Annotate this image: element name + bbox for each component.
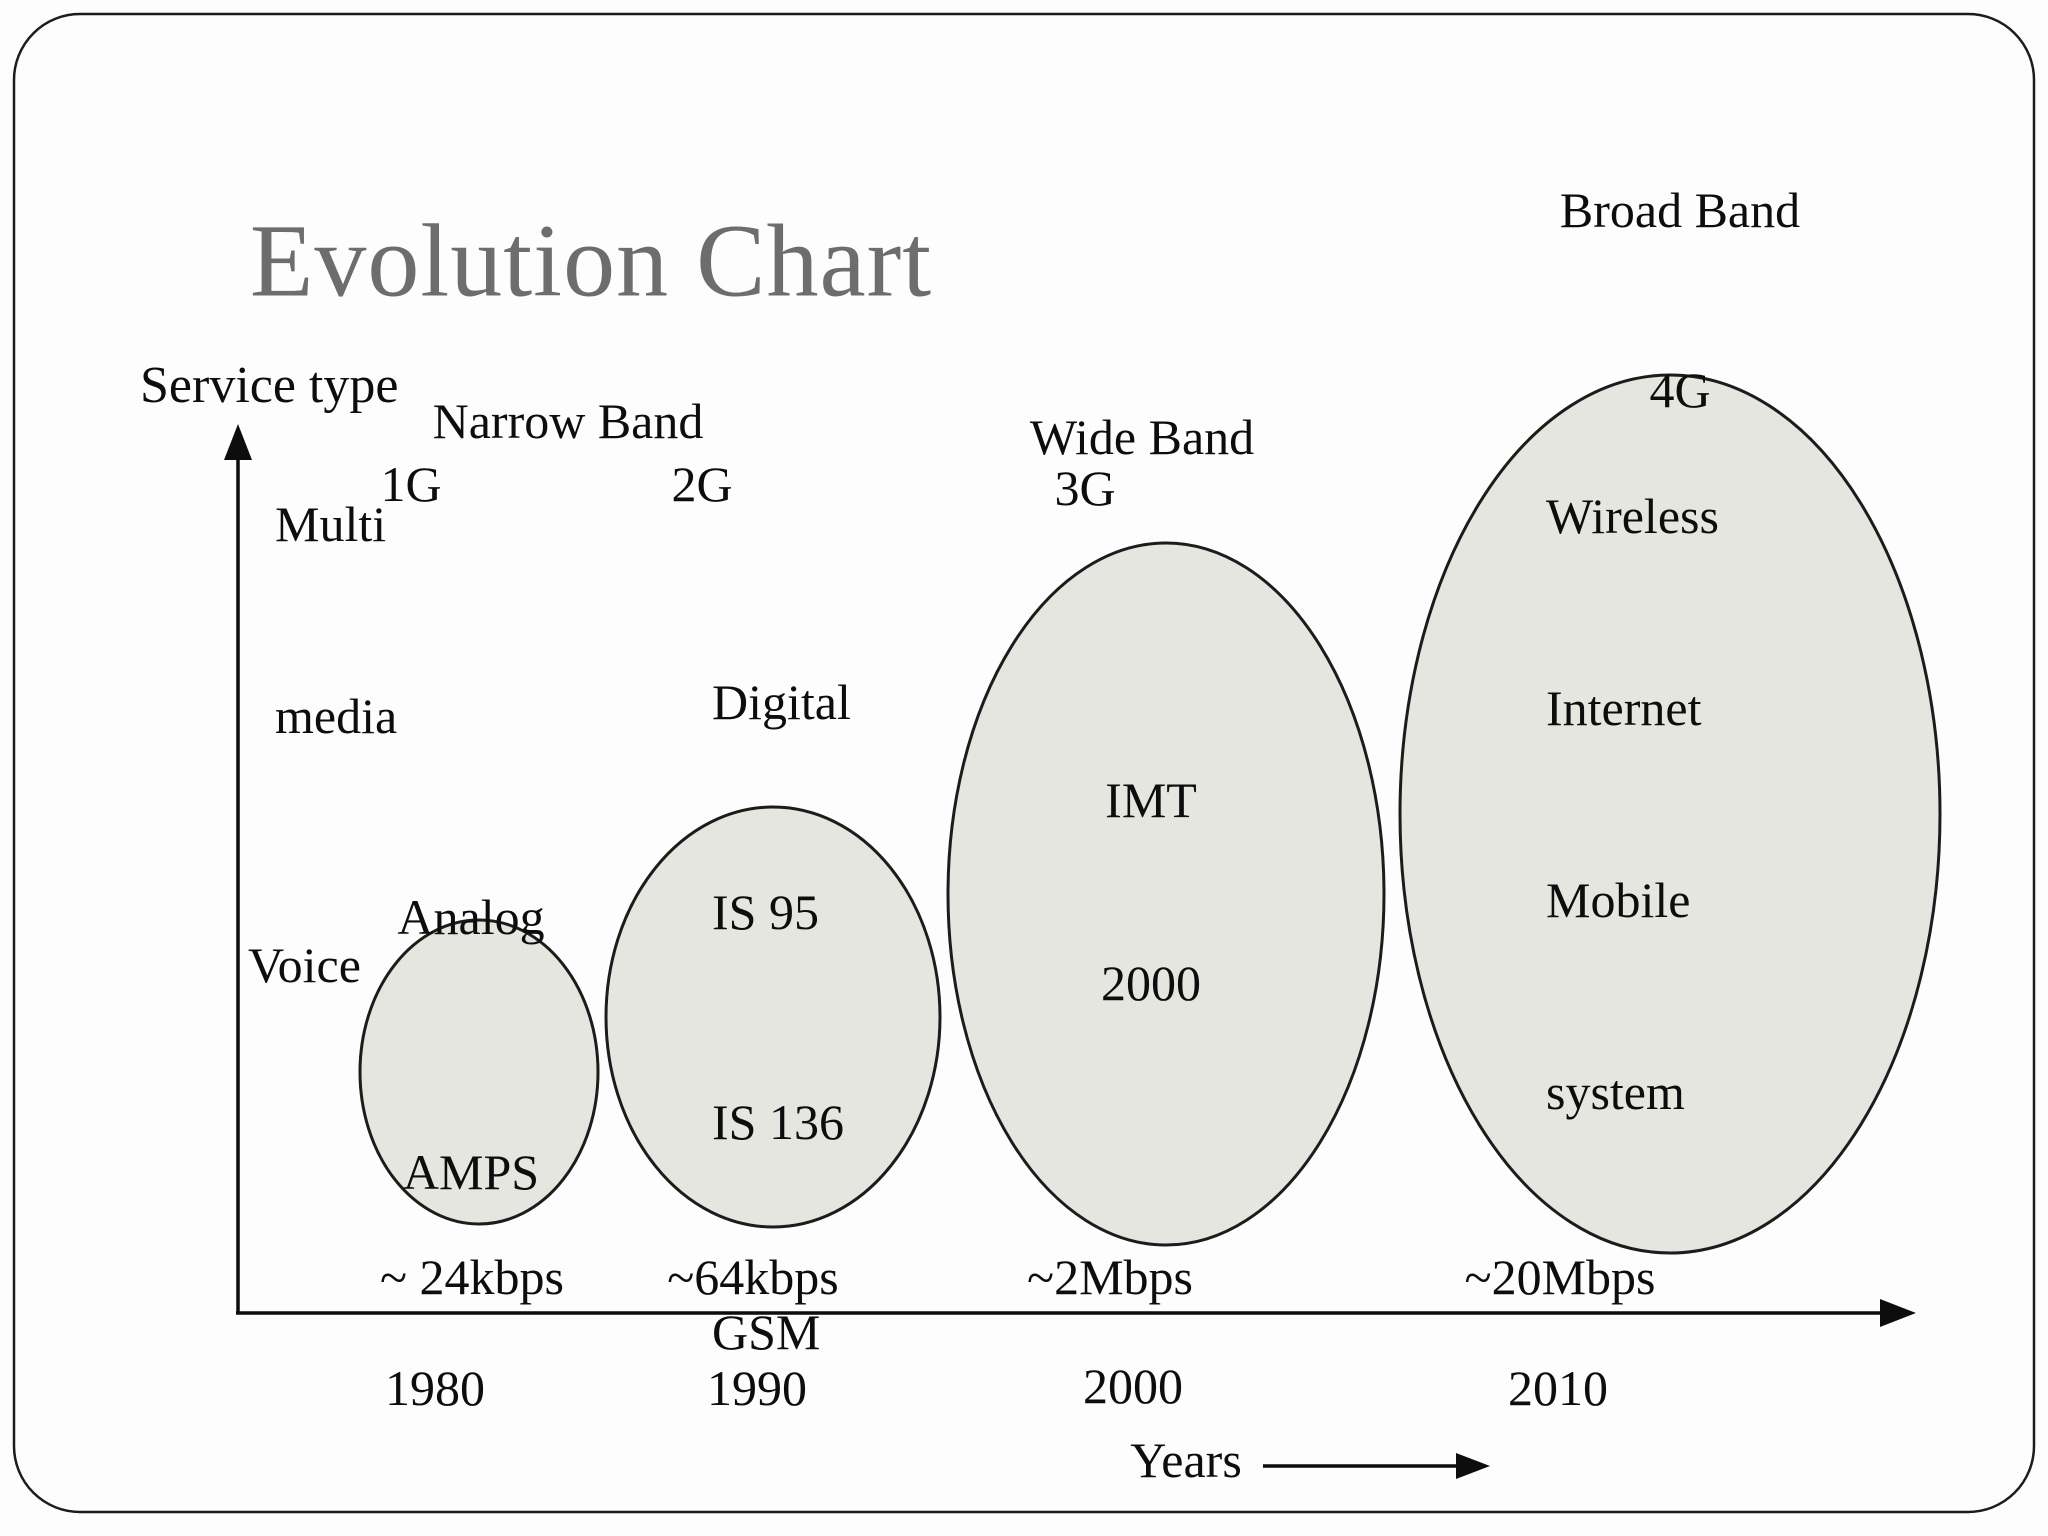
tech-1g: Analog AMPS <box>397 705 544 1385</box>
tech-4g-line-1: Wireless <box>1546 488 1719 544</box>
tech-4g-line-4: system <box>1546 1064 1685 1120</box>
tech-3g: IMT 2000 <box>1101 648 1201 1136</box>
gen-3g-label: 3G <box>1054 460 1116 516</box>
multimedia-line-1: Multi <box>275 496 387 552</box>
speed-2g: ~64kbps <box>667 1249 839 1305</box>
speed-4g: ~20Mbps <box>1464 1249 1656 1305</box>
tech-3g-line-1: IMT <box>1105 772 1197 828</box>
tech-2g-line-1: Digital <box>712 674 851 730</box>
band-narrow-label: Narrow Band <box>432 393 704 449</box>
speed-3g: ~2Mbps <box>1027 1249 1193 1305</box>
band-wide-label: Wide Band <box>1029 409 1255 465</box>
tech-2g-line-4: GSM <box>712 1304 821 1360</box>
band-broad-label: Broad Band <box>1559 182 1801 238</box>
tech-3g-line-2: 2000 <box>1101 955 1201 1011</box>
tech-2g: Digital IS 95 IS 136 GSM <box>712 527 851 1507</box>
gen-4g-label: 4G <box>1649 362 1711 418</box>
tech-2g-line-3: IS 136 <box>712 1094 844 1150</box>
band-broad: Broad Band 4G <box>1560 60 1800 540</box>
multimedia-line-2: media <box>275 688 398 744</box>
y-axis-label: Service type <box>140 356 399 414</box>
tech-1g-line-2: AMPS <box>402 1144 540 1200</box>
year-3g: 2000 <box>1083 1358 1183 1414</box>
gen-1g-label: 1G <box>380 456 442 512</box>
x-axis-label: Years <box>1130 1432 1242 1488</box>
speed-1g: ~ 24kbps <box>379 1249 565 1305</box>
year-1g: 1980 <box>385 1360 485 1416</box>
page-title: Evolution Chart <box>249 203 933 319</box>
tech-4g-line-3: Mobile <box>1546 872 1691 928</box>
tech-4g-line-2: Internet <box>1546 680 1702 736</box>
service-level-multimedia: Multi media <box>275 364 397 876</box>
year-4g: 2010 <box>1508 1360 1608 1416</box>
tech-4g: Wireless Internet Mobile system <box>1546 356 1719 1252</box>
tech-2g-line-2: IS 95 <box>712 884 819 940</box>
gen-2g-label: 2G <box>671 456 733 512</box>
service-level-voice: Voice <box>248 937 361 993</box>
tech-1g-line-1: Analog <box>397 889 545 945</box>
year-2g: 1990 <box>707 1360 807 1416</box>
